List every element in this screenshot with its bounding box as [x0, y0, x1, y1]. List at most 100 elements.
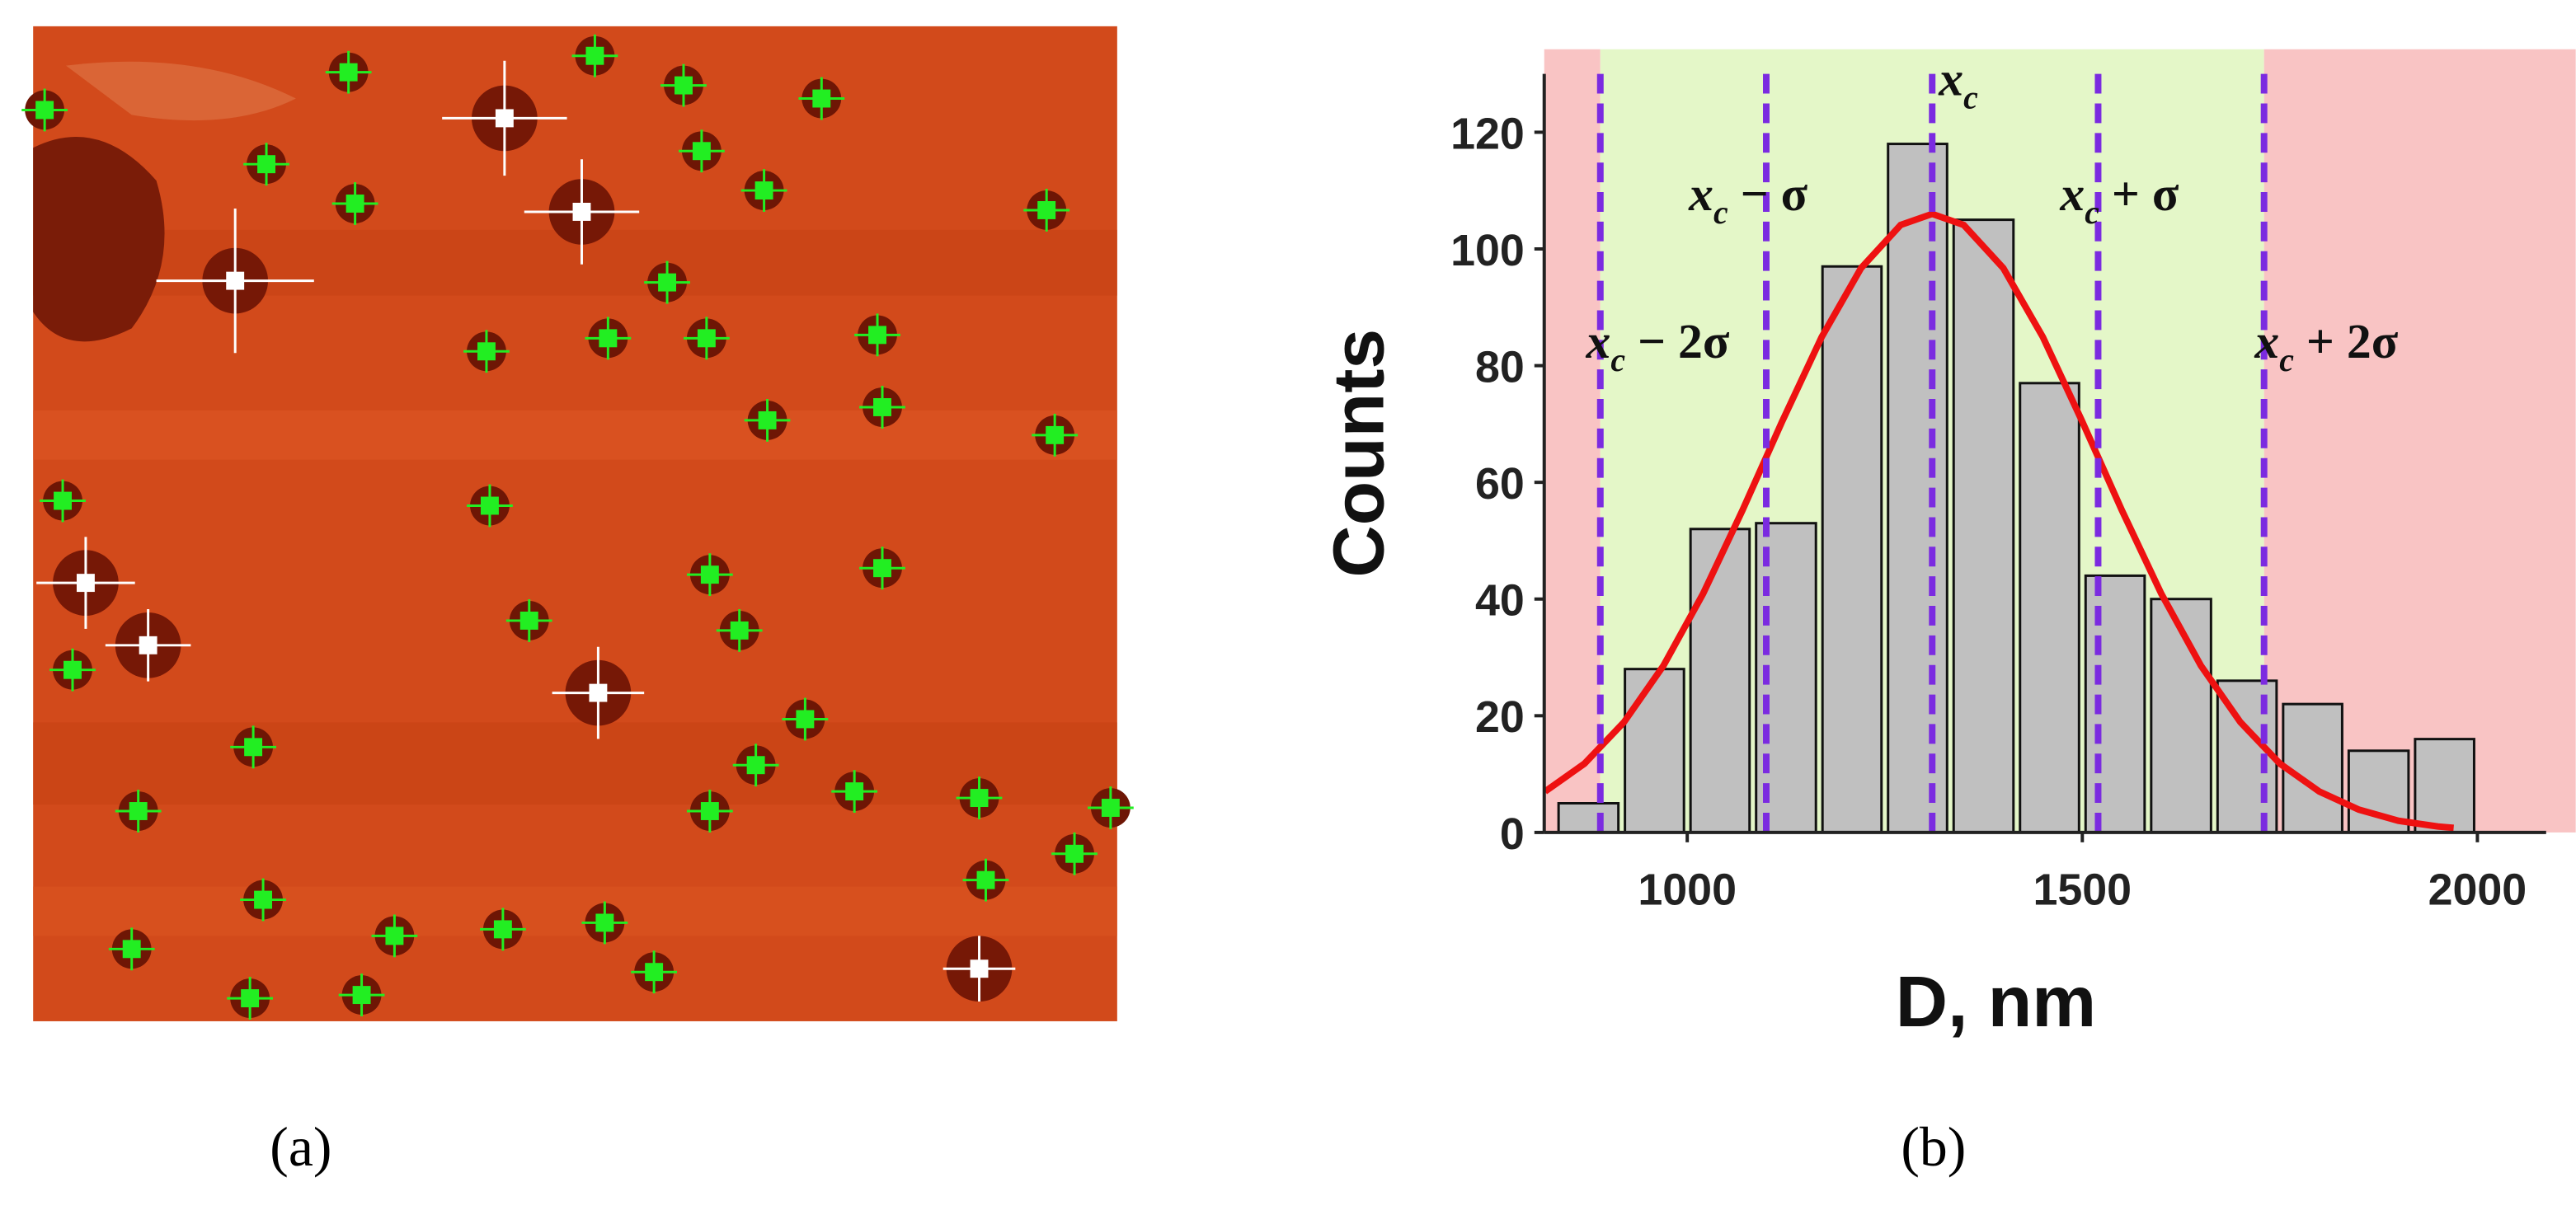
particle-marker: [585, 46, 604, 65]
marker-label: xc − σ: [1688, 167, 1807, 231]
y-tick-label: 40: [1475, 576, 1525, 626]
y-tick-label: 0: [1500, 809, 1525, 859]
particle-marker: [480, 496, 499, 515]
particle-marker: [645, 963, 664, 982]
outside-band: [1544, 49, 1601, 833]
particle-marker: [254, 890, 273, 909]
stripe: [33, 722, 1117, 805]
marker-subscript: c: [1610, 342, 1625, 378]
particle-marker: [599, 329, 618, 348]
bar: [2414, 738, 2475, 834]
particle-marker: [873, 398, 891, 416]
particle-marker: [700, 802, 719, 820]
particle-marker: [697, 329, 716, 348]
y-tick-label: 80: [1475, 342, 1525, 392]
marker-subscript: c: [2279, 342, 2294, 378]
stripe: [33, 886, 1117, 936]
y-tick-label: 120: [1450, 109, 1525, 158]
bar: [1821, 265, 1883, 834]
particle-marker: [812, 89, 831, 108]
marker-suffix: − 2σ: [1625, 314, 1730, 368]
marker-subscript: c: [2085, 195, 2099, 231]
marker-symbol: x: [2254, 314, 2279, 368]
x-tick-label: 1500: [2033, 866, 2132, 915]
particle-marker: [970, 959, 989, 978]
particle-marker: [1046, 425, 1065, 444]
particle-marker: [976, 870, 995, 889]
bar: [1557, 802, 1620, 834]
particle-marker: [35, 101, 54, 120]
particle-marker: [572, 202, 591, 221]
marker-suffix: + σ: [2099, 167, 2179, 221]
particle-marker: [700, 565, 719, 584]
particle-marker: [758, 410, 777, 429]
particle-marker: [589, 683, 608, 702]
bar: [1887, 143, 1948, 834]
image-background: [33, 26, 1117, 1021]
particle-marker: [122, 940, 141, 959]
particle-marker: [76, 574, 95, 593]
particle-marker: [1037, 201, 1056, 219]
bar: [2019, 382, 2080, 834]
particle-marker: [658, 273, 677, 292]
particle-marker: [868, 326, 886, 345]
particle-marker: [970, 789, 989, 808]
particle-marker: [493, 920, 512, 939]
marker-symbol: x: [1938, 52, 1963, 106]
marker-subscript: c: [1713, 195, 1728, 231]
particle-marker: [495, 109, 514, 128]
marker-label: xc + 2σ: [2254, 314, 2398, 378]
bar: [2282, 702, 2343, 834]
x-tick-label: 1000: [1638, 866, 1737, 915]
marker-subscript: c: [1963, 79, 1978, 115]
particle-marker: [241, 989, 260, 1008]
particle-marker: [352, 986, 371, 1005]
particle-marker: [226, 271, 245, 290]
blob: [33, 136, 165, 342]
particle-marker: [346, 195, 364, 213]
x-axis-label: D, nm: [1896, 961, 2096, 1042]
marker-suffix: + 2σ: [2294, 314, 2399, 368]
particle-marker: [1101, 799, 1120, 817]
particle-marker: [845, 782, 864, 801]
marker-suffix: − σ: [1728, 167, 1808, 221]
particle-marker: [385, 926, 404, 945]
particle-marker: [796, 710, 815, 729]
particle-marker: [477, 342, 496, 361]
particle-marker: [519, 611, 538, 630]
outside-band: [2263, 49, 2576, 833]
afm-image: (a): [21, 26, 1134, 1178]
marker-symbol: x: [1688, 167, 1713, 221]
y-tick-label: 60: [1475, 459, 1525, 509]
particle-marker: [54, 491, 73, 510]
stripe: [33, 410, 1117, 460]
caption-b: (b): [1901, 1116, 1966, 1178]
marker-label: xc − 2σ: [1586, 314, 1730, 378]
y-axis-label: Counts: [1319, 329, 1399, 578]
bar: [2150, 598, 2212, 834]
bar: [1624, 668, 1685, 834]
marker-label: xc: [1938, 52, 1978, 116]
particle-marker: [139, 636, 157, 654]
y-tick-label: 20: [1475, 692, 1525, 742]
fit-curve: [1543, 210, 2454, 832]
particle-marker: [63, 660, 82, 679]
particle-marker: [692, 142, 711, 161]
bar: [1689, 528, 1751, 834]
particle-marker: [339, 63, 358, 82]
particle-marker: [754, 181, 773, 200]
marker-symbol: x: [1586, 314, 1611, 368]
caption-a: (a): [270, 1116, 331, 1178]
x-tick-label: 2000: [2428, 866, 2527, 915]
particle-marker: [1065, 844, 1084, 863]
bar: [1952, 218, 2015, 834]
particle-marker: [873, 559, 891, 578]
bar: [2084, 574, 2146, 834]
y-tick-label: 100: [1450, 226, 1525, 275]
particle-marker: [129, 802, 148, 820]
particle-marker: [595, 913, 614, 932]
particle-marker: [257, 155, 275, 174]
particle-marker: [746, 756, 765, 775]
